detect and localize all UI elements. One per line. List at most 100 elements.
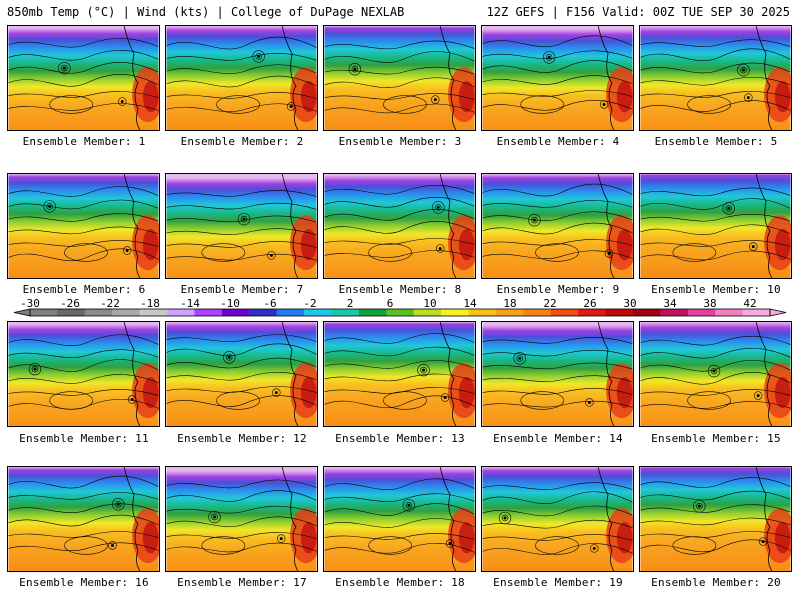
height-contour [640, 539, 791, 553]
map-panel-member-2[interactable] [165, 25, 318, 131]
height-contour [8, 91, 159, 98]
low-contour [737, 63, 750, 77]
height-contour [324, 360, 475, 369]
map-panel-member-3[interactable] [323, 25, 476, 131]
height-contour [640, 62, 791, 74]
cyclone-contour [286, 102, 296, 111]
height-contour [482, 200, 633, 208]
cyclone-center [279, 537, 283, 541]
map-panel-member-13[interactable] [323, 321, 476, 427]
colorbar-swatch [249, 309, 277, 316]
header-title-right: 12Z GEFS | F156 Valid: 00Z TUE SEP 30 20… [486, 5, 790, 19]
height-contour [8, 37, 159, 48]
height-contour [166, 542, 317, 553]
temperature-field [324, 322, 475, 426]
low-contour [46, 203, 53, 210]
map-panel-member-1[interactable] [7, 25, 160, 131]
cyclone-center [433, 98, 437, 102]
map-panel-member-5[interactable] [639, 25, 792, 131]
cyclone-center [438, 247, 442, 251]
low-contour [225, 354, 233, 361]
cyclone-contour [435, 244, 445, 253]
cyclone-center [289, 104, 293, 108]
cyclone-contour [599, 100, 609, 109]
panel-label-member-10: Ensemble Member: 10 [651, 283, 781, 296]
map-panel-member-19[interactable] [481, 466, 634, 572]
ridge-contour [520, 95, 565, 114]
height-contour [482, 543, 633, 555]
map-panel-member-9[interactable] [481, 173, 634, 279]
colorbar-graphic: -30 -26 -22 -18 -14 -10 -6 -2 2 6 10 14 18 22 26 30 34 38… [13, 297, 787, 317]
height-contour [324, 103, 475, 114]
ridge-contour [49, 95, 94, 114]
height-contour [482, 482, 633, 490]
colorbar-swatch [468, 309, 497, 316]
map-panel-member-11[interactable] [7, 321, 160, 427]
height-contour [324, 493, 475, 502]
map-panel-member-16[interactable] [7, 466, 160, 572]
cyclone-center [761, 540, 765, 544]
map-panel-member-6[interactable] [7, 173, 160, 279]
panel-label-member-11: Ensemble Member: 11 [19, 432, 149, 445]
height-contour [8, 349, 159, 358]
temperature-field [8, 26, 159, 130]
map-member-1 [8, 26, 159, 130]
panel-label-member-5: Ensemble Member: 5 [654, 135, 778, 148]
temperature-field [482, 467, 633, 571]
low-center [422, 368, 426, 372]
low-contour [211, 513, 218, 521]
map-member-9 [482, 174, 633, 278]
ridge-contour [368, 243, 413, 262]
colorbar-tick-label: -6 [263, 297, 276, 310]
colorbar-swatch [523, 309, 552, 316]
map-panel-member-15[interactable] [639, 321, 792, 427]
cyclone-center [110, 544, 114, 547]
height-contour [482, 60, 633, 73]
map-panel-member-20[interactable] [639, 466, 792, 572]
map-panel-member-12[interactable] [165, 321, 318, 427]
map-panel-member-8[interactable] [323, 173, 476, 279]
map-panel-member-7[interactable] [165, 173, 318, 279]
height-contour [482, 375, 633, 383]
temperature-field [166, 467, 317, 571]
ridge-contour [520, 391, 565, 410]
height-contour [324, 51, 475, 63]
map-panel-member-17[interactable] [165, 466, 318, 572]
ridge-contour [64, 243, 108, 262]
cyclone-center [592, 546, 596, 550]
height-contour [166, 202, 317, 210]
panel-label-member-1: Ensemble Member: 1 [22, 135, 146, 148]
map-member-6 [8, 174, 159, 278]
height-contour [324, 40, 475, 50]
colorbar-tick-label: -14 [180, 297, 200, 310]
map-member-11 [8, 322, 159, 426]
ridge-contour [535, 243, 579, 262]
colorbar-swatch [84, 309, 113, 316]
colorbar-tick-label: 42 [743, 297, 756, 310]
map-panel-member-14[interactable] [481, 321, 634, 427]
height-contour [166, 228, 317, 236]
coastline [123, 174, 141, 278]
height-contour [166, 357, 317, 369]
low-contour [707, 364, 721, 378]
map-panel-member-10[interactable] [639, 173, 792, 279]
height-contour [640, 389, 791, 396]
height-contour [324, 238, 475, 245]
height-contour [8, 531, 159, 538]
low-center [213, 515, 216, 519]
map-panel-member-4[interactable] [481, 25, 634, 131]
map-member-7 [166, 174, 317, 278]
coastline [755, 467, 773, 571]
low-contour [112, 498, 125, 511]
low-contour [351, 65, 359, 73]
map-panel-member-18[interactable] [323, 466, 476, 572]
map-member-12 [166, 322, 317, 426]
temperature-field [324, 26, 475, 130]
height-contour [640, 490, 791, 501]
height-contour [482, 250, 633, 259]
height-contour [640, 76, 791, 86]
ridge-contour [216, 391, 260, 410]
coastline [281, 26, 299, 130]
height-contour [8, 50, 159, 61]
height-contour [166, 343, 317, 357]
